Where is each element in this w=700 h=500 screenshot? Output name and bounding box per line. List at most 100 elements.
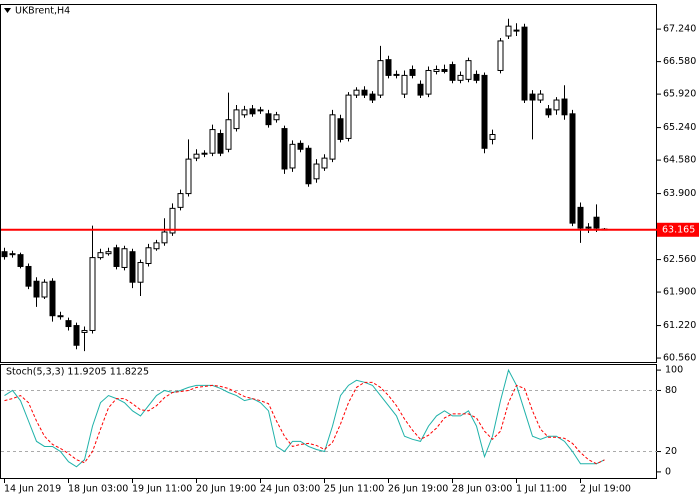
candle-body xyxy=(369,93,376,101)
candle-body xyxy=(521,26,528,101)
y-tick-label: 80 xyxy=(665,385,677,396)
candle-body xyxy=(249,108,256,115)
candle-body xyxy=(425,69,432,95)
x-tick-label: 20 Jun 19:00 xyxy=(196,484,256,495)
candle-body xyxy=(241,109,248,116)
candle-body xyxy=(377,60,384,96)
candle-body xyxy=(561,98,568,116)
candle-body xyxy=(169,207,176,234)
candle-body xyxy=(225,119,232,150)
y-tick-label: 66.580 xyxy=(663,56,696,67)
candle-body xyxy=(145,247,152,265)
x-tick-label: 2 Jul 19:00 xyxy=(580,484,631,495)
candle-body xyxy=(345,94,352,139)
candle-body xyxy=(41,281,48,298)
candle-body xyxy=(97,252,104,259)
candle-body xyxy=(505,25,512,37)
candle-body xyxy=(281,128,288,170)
candle-body xyxy=(113,247,120,267)
candle-body xyxy=(25,265,32,287)
candle-body xyxy=(201,152,208,155)
candle-body xyxy=(209,129,216,154)
x-tick-label: 18 Jun 03:00 xyxy=(68,484,128,495)
x-tick-label: 14 Jun 2019 xyxy=(4,484,61,495)
candle-body xyxy=(17,254,24,267)
chart-title: UKBrent,H4 xyxy=(15,6,70,17)
y-tick-label: 100 xyxy=(665,365,683,376)
candle-body xyxy=(385,59,392,76)
candle-body xyxy=(297,142,304,150)
candle-body xyxy=(353,89,360,96)
x-tick-label: 28 Jun 03:00 xyxy=(452,484,512,495)
candle-body xyxy=(1,251,8,258)
price-label-box xyxy=(657,222,699,237)
candle-body xyxy=(177,193,184,208)
candle-body xyxy=(161,231,168,244)
menu-icon[interactable] xyxy=(4,8,11,13)
stoch-frame xyxy=(0,364,657,479)
stoch-line xyxy=(4,381,605,465)
y-tick-label: 20 xyxy=(665,446,677,457)
candle-body xyxy=(545,108,552,116)
candle-body xyxy=(9,253,16,256)
candle-body xyxy=(513,29,520,32)
y-tick-label: 64.580 xyxy=(663,155,696,166)
candle-body xyxy=(497,40,504,71)
y-tick-label: 0 xyxy=(665,466,671,477)
candle-body xyxy=(537,93,544,101)
y-tick-label: 61.900 xyxy=(663,287,696,298)
y-tick-label: 62.560 xyxy=(663,254,696,265)
candle-body xyxy=(401,74,408,95)
candle-body xyxy=(273,114,280,121)
y-tick-label: 60.560 xyxy=(663,353,696,364)
y-tick-label: 65.240 xyxy=(663,122,696,133)
candle-body xyxy=(409,68,416,76)
candle-body xyxy=(441,68,448,72)
candle-body xyxy=(89,257,96,331)
candle-body xyxy=(329,114,336,160)
y-tick-label: 63.900 xyxy=(663,188,696,199)
candle-body xyxy=(337,118,344,140)
candle-body xyxy=(305,147,312,185)
candle-body xyxy=(433,68,440,72)
candle-body xyxy=(65,320,72,328)
candle-body xyxy=(33,280,40,298)
candle-body xyxy=(577,206,584,229)
candle-body xyxy=(473,73,480,81)
x-tick-label: 25 Jun 11:00 xyxy=(324,484,384,495)
candle-body xyxy=(185,158,192,195)
candle-body xyxy=(105,251,112,255)
candle-body xyxy=(553,99,560,111)
candle-body xyxy=(449,64,456,81)
candle-body xyxy=(417,83,424,96)
candle-body xyxy=(481,74,488,149)
candle-body xyxy=(121,248,128,268)
candle-body xyxy=(49,280,56,317)
candle-body xyxy=(57,315,64,318)
indicator-title: Stoch(5,3,3) 11.9205 11.8225 xyxy=(6,367,149,378)
candle-body xyxy=(137,262,144,283)
candle-body xyxy=(393,73,400,76)
candle-body xyxy=(361,89,368,96)
y-tick-label: 65.920 xyxy=(663,89,696,100)
candle-body xyxy=(193,153,200,159)
x-tick-label: 1 Jul 11:00 xyxy=(516,484,567,495)
candle-body xyxy=(569,113,576,224)
x-tick-label: 24 Jun 03:00 xyxy=(260,484,320,495)
candle-body xyxy=(529,93,536,101)
y-tick-label: 61.220 xyxy=(663,320,696,331)
candle-body xyxy=(129,251,136,283)
main-frame xyxy=(0,4,657,363)
candle-body xyxy=(233,109,240,130)
x-tick-label: 19 Jun 11:00 xyxy=(132,484,192,495)
candle-body xyxy=(313,163,320,180)
candle-body xyxy=(593,216,600,229)
candle-body xyxy=(257,109,264,112)
candle-body xyxy=(153,242,160,250)
price-label: 63.165 xyxy=(662,224,695,235)
y-tick-label: 67.240 xyxy=(663,24,696,35)
candle-body xyxy=(289,143,296,169)
candle-body xyxy=(217,133,224,154)
